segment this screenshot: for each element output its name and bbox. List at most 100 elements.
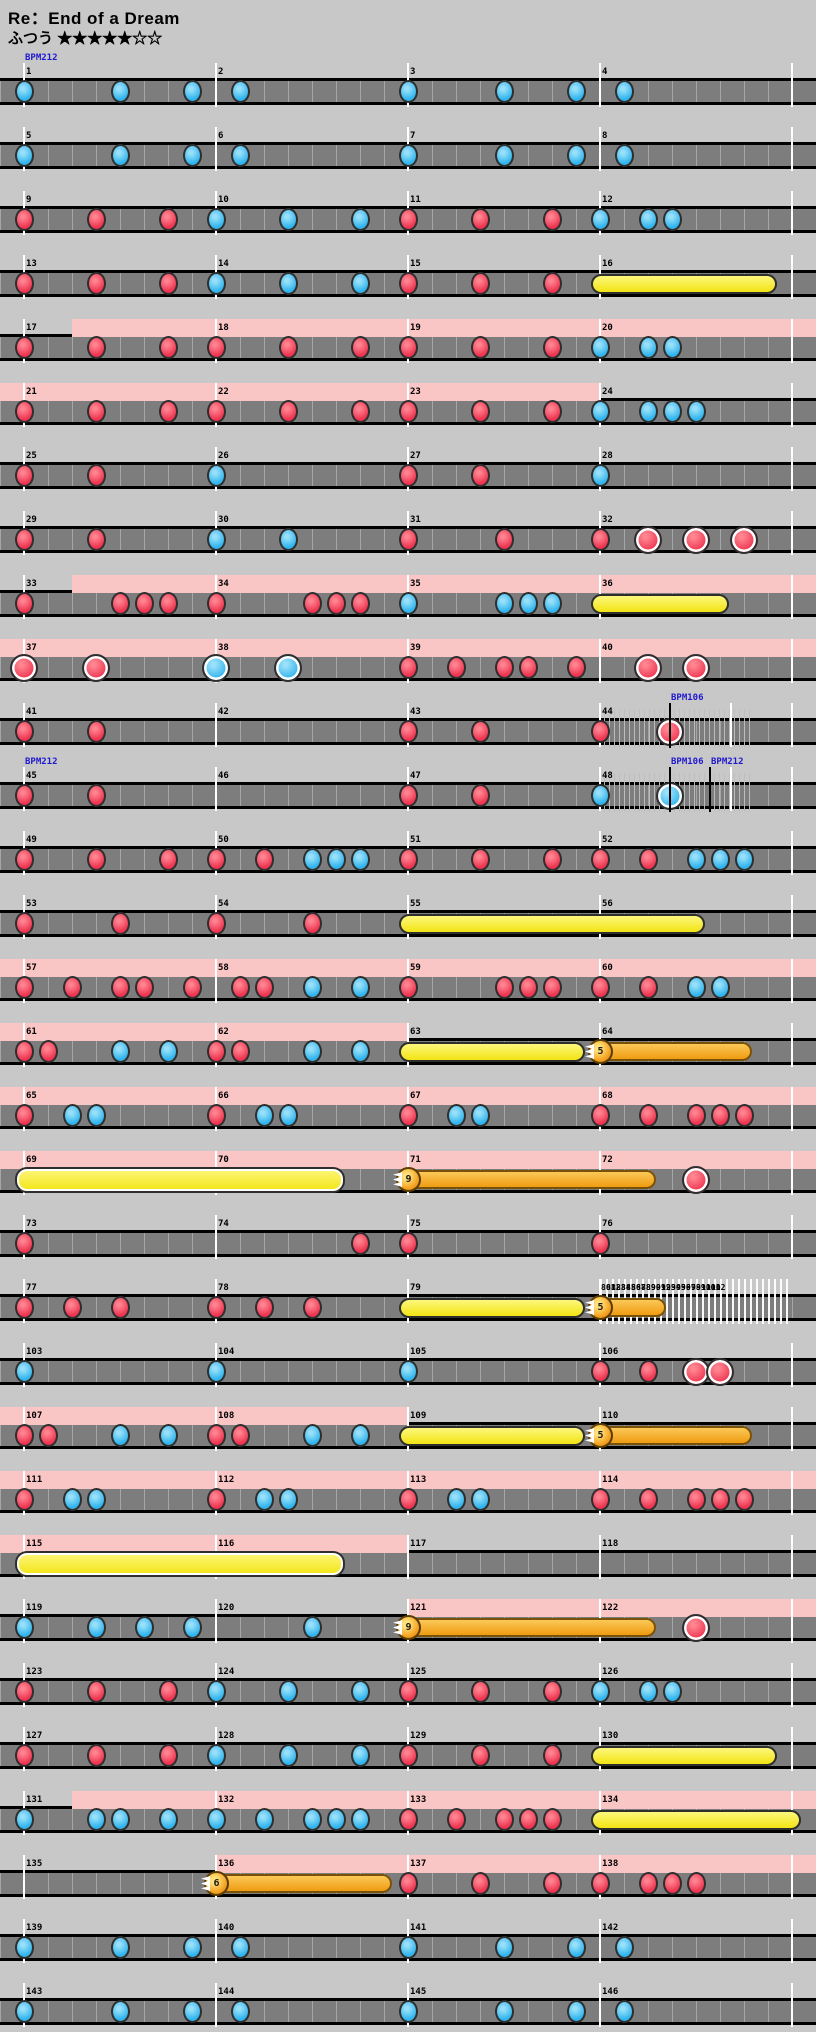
don-note — [14, 400, 34, 423]
ka-note — [494, 80, 514, 103]
don-note — [590, 1232, 610, 1255]
don-note — [398, 720, 418, 743]
measure-label: 65 — [26, 1091, 37, 1101]
don-note — [158, 1680, 178, 1703]
measure-line — [730, 767, 732, 811]
ka-note — [230, 2000, 250, 2023]
don-note — [110, 912, 130, 935]
ka-note — [254, 1488, 274, 1511]
don-note — [398, 848, 418, 871]
don-note — [134, 976, 154, 999]
don-note — [398, 1232, 418, 1255]
measure-label: 145 — [410, 1987, 427, 1997]
don-note — [590, 1488, 610, 1511]
lane-row: 21 22 23 24 — [0, 383, 816, 427]
lane-row: 13 14 15 16 — [0, 255, 816, 299]
don-note — [206, 1488, 226, 1511]
ka-note — [350, 1744, 370, 1767]
lane-row: 37 38 39 40 — [0, 639, 816, 683]
gogo-band — [0, 1535, 408, 1553]
bpm-label: BPM212 — [711, 757, 744, 767]
measure-label: 7 — [410, 131, 416, 141]
measure-label: 49 — [26, 835, 37, 845]
don-note — [350, 336, 370, 359]
ka-note — [206, 528, 226, 551]
don-note — [590, 848, 610, 871]
measure-label: 106 — [602, 1347, 619, 1357]
measure-line — [599, 63, 601, 107]
ka-note — [110, 1936, 130, 1959]
difficulty-stars-icon: ★★★★★☆☆ — [57, 30, 163, 47]
measure-label: 57 — [26, 963, 37, 973]
difficulty-line: ふつう ★★★★★☆☆ — [8, 27, 162, 48]
ka-note — [590, 208, 610, 231]
balloon-note: 5 — [585, 1423, 613, 1448]
ka-note — [590, 1680, 610, 1703]
measure-label: 73 — [26, 1219, 37, 1229]
ka-note — [182, 144, 202, 167]
don-note — [542, 848, 562, 871]
measure-line — [791, 831, 793, 875]
measure-label: 125 — [410, 1667, 427, 1677]
ka-note — [494, 592, 514, 615]
measure-label: 17 — [26, 323, 37, 333]
measure-label: 41 — [26, 707, 37, 717]
measure-label: 114 — [602, 1475, 619, 1485]
measure-label: 135 — [26, 1859, 43, 1869]
ka-note — [14, 144, 34, 167]
measure-label: 110 — [602, 1411, 619, 1421]
barcode-label: 95 — [676, 1283, 686, 1292]
measure-label: 3 — [410, 67, 416, 77]
measure-label: 118 — [602, 1539, 619, 1549]
drumroll-bar — [399, 1041, 585, 1062]
ka-note — [302, 848, 322, 871]
ka-note — [398, 1360, 418, 1383]
ka-note — [230, 80, 250, 103]
don-note — [542, 272, 562, 295]
don-note — [398, 1488, 418, 1511]
gogo-band — [0, 1023, 408, 1041]
barcode-label: 85 — [626, 1283, 636, 1292]
measure-line — [215, 1599, 217, 1643]
don-note — [14, 720, 34, 743]
ka-note — [182, 80, 202, 103]
lane-row: 25 26 27 28 — [0, 447, 816, 491]
ka-note — [206, 1808, 226, 1831]
measure-label: 136 — [218, 1859, 235, 1869]
measure-label: 32 — [602, 515, 613, 525]
don-note — [302, 1296, 322, 1319]
ka-note — [638, 208, 658, 231]
measure-line — [791, 1151, 793, 1195]
don-note — [110, 1296, 130, 1319]
don-note — [590, 1360, 610, 1383]
measure-label: 21 — [26, 387, 37, 397]
barcode-label: 88 — [641, 1283, 651, 1292]
measure-label: 30 — [218, 515, 229, 525]
don-note — [206, 1040, 226, 1063]
measure-label: 75 — [410, 1219, 421, 1229]
measure-line — [791, 511, 793, 555]
barcode-label: 82 — [611, 1283, 621, 1292]
measure-line — [215, 63, 217, 107]
ka-note — [398, 2000, 418, 2023]
don-note — [470, 1744, 490, 1767]
ka-note — [158, 1424, 178, 1447]
measure-label: 66 — [218, 1091, 229, 1101]
drumroll-bar — [399, 1425, 585, 1446]
don-note — [14, 528, 34, 551]
measure-label: 29 — [26, 515, 37, 525]
measure-label: 103 — [26, 1347, 43, 1357]
don-note — [638, 1488, 658, 1511]
don-note — [470, 720, 490, 743]
measure-line — [215, 767, 217, 811]
ka-note — [14, 1808, 34, 1831]
measure-label: 128 — [218, 1731, 235, 1741]
don-note — [638, 976, 658, 999]
don-note — [134, 592, 154, 615]
measure-label: 67 — [410, 1091, 421, 1101]
lane-row: 41 42 43 44 BPM106 — [0, 693, 816, 748]
measure-line — [599, 127, 601, 171]
measure-line — [791, 1535, 793, 1579]
don-note — [86, 1680, 106, 1703]
